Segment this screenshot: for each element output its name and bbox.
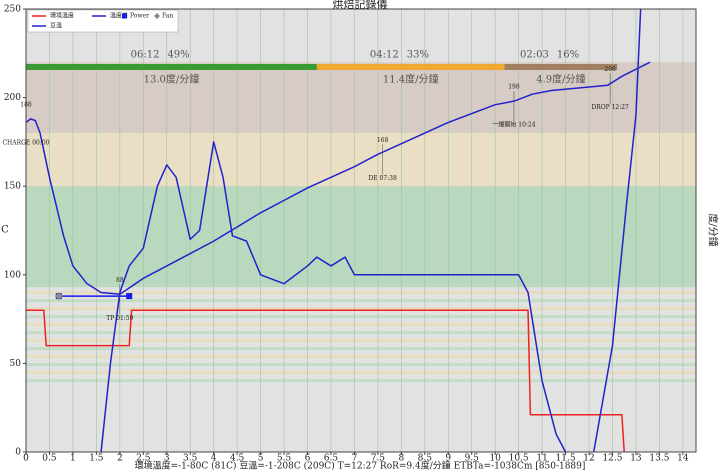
phase-percent: 33% xyxy=(407,50,429,61)
x-tick-label: 11.5 xyxy=(556,454,576,464)
x-tick-label: 1.5 xyxy=(89,454,104,464)
stripe xyxy=(26,363,696,367)
x-tick-label: 0.5 xyxy=(42,454,57,464)
stripe xyxy=(26,355,696,359)
x-tick-label: 10 xyxy=(489,454,501,464)
x-tick-label: 9 xyxy=(445,454,451,464)
legend-label: 溫度差 xyxy=(110,12,128,20)
phase-bar xyxy=(504,64,618,70)
temperature-band xyxy=(26,133,696,187)
x-tick-label: 0 xyxy=(23,454,29,464)
annotation-value: 88 xyxy=(116,277,124,284)
stripe xyxy=(26,315,696,319)
stripe xyxy=(26,331,696,335)
temperature-band xyxy=(26,186,696,288)
annotation-label: DE 07:38 xyxy=(368,175,397,182)
stripe xyxy=(26,339,696,343)
chart-title: 烘焙記錄儀 xyxy=(333,0,388,11)
annotation-value: 198 xyxy=(508,84,520,91)
stripe xyxy=(26,379,696,383)
series-line xyxy=(26,309,625,453)
phase-time: 04:12 xyxy=(370,50,399,61)
x-tick-label: 6.5 xyxy=(324,454,339,464)
x-tick-label: 6 xyxy=(305,454,311,464)
y-tick-label: 50 xyxy=(10,359,22,369)
bands xyxy=(26,62,696,383)
x-tick-label: 3.5 xyxy=(183,454,198,464)
stripe xyxy=(26,371,696,375)
phase-percent: 49% xyxy=(167,50,189,61)
annotation-label: TP 01:59 xyxy=(106,315,133,322)
legend-label: 環境溫度 xyxy=(50,12,74,20)
phase-percent: 16% xyxy=(557,50,579,61)
x-tick-label: 12.5 xyxy=(602,454,622,464)
power-marker xyxy=(126,293,133,300)
x-tick-label: 2.5 xyxy=(136,454,151,464)
y-tick-label: 200 xyxy=(4,93,21,103)
fan-marker xyxy=(54,292,63,301)
x-tick-label: 12 xyxy=(583,454,594,464)
legend-label: 豆溫 xyxy=(50,22,62,30)
x-tick-label: 7.5 xyxy=(371,454,386,464)
legend-label: Power xyxy=(130,13,149,20)
series-line xyxy=(25,61,651,296)
y-tick-label: 0 xyxy=(15,448,21,458)
legend-swatch xyxy=(154,13,160,19)
phase-bar xyxy=(316,64,505,70)
x-tick-label: 7 xyxy=(352,454,358,464)
stripe xyxy=(26,347,696,351)
x-tick-label: 14 xyxy=(677,454,689,464)
x-tick-label: 4 xyxy=(211,454,217,464)
stripe xyxy=(26,299,696,303)
phase-time: 06:12 xyxy=(131,50,160,61)
stripe xyxy=(26,291,696,295)
y-tick-label: 250 xyxy=(4,5,21,15)
x-tick-label: 3 xyxy=(164,454,170,464)
annotation-label: 一爆開始 10:24 xyxy=(492,121,535,129)
annotation-value: 168 xyxy=(377,137,389,144)
annotation-label: DROP 12:27 xyxy=(591,104,629,111)
plot: 06:12 49% 13.0度/分鐘 04:12 33% 11.4度/分鐘 02:03 16%… xyxy=(2,8,651,453)
phase-time: 02:03 xyxy=(520,50,549,61)
series-line xyxy=(100,8,642,453)
x-tick-label: 10.5 xyxy=(509,454,529,464)
x-tick-label: 13.5 xyxy=(649,454,669,464)
phase-ror: 11.4度/分鐘 xyxy=(383,73,439,86)
legend-box xyxy=(27,9,179,33)
y2-axis-label: 度/分鐘 xyxy=(707,213,720,246)
x-tick-label: 8 xyxy=(398,454,404,464)
annotation-value: 208 xyxy=(604,66,616,73)
x-tick-label: 5.5 xyxy=(277,454,292,464)
phase-ror: 4.9度/分鐘 xyxy=(536,73,585,86)
legend-swatch xyxy=(122,13,127,19)
plot-border xyxy=(25,8,697,453)
temperature-band xyxy=(26,62,696,134)
stripe xyxy=(26,323,696,327)
status-line: 環境溫度=-1-80C (81C) 豆溫=-1-208C (209C) T=12… xyxy=(135,460,586,472)
x-tick-label: 9.5 xyxy=(465,454,480,464)
x-tick-label: 1 xyxy=(70,454,76,464)
stripe xyxy=(26,307,696,311)
phase-bar xyxy=(26,64,317,70)
x-tick-label: 4.5 xyxy=(230,454,245,464)
x-tick-label: 13 xyxy=(630,454,642,464)
x-tick-label: 11 xyxy=(536,454,547,464)
y-axis-label: C xyxy=(1,225,9,236)
legend-label: Fan xyxy=(162,13,173,20)
x-tick-label: 5 xyxy=(258,454,264,464)
y-tick-label: 150 xyxy=(4,182,21,192)
phase-ror: 13.0度/分鐘 xyxy=(144,73,200,86)
y-tick-label: 100 xyxy=(4,270,21,280)
grid xyxy=(23,8,684,455)
x-tick-label: 2 xyxy=(117,454,123,464)
x-tick-label: 8.5 xyxy=(418,454,433,464)
